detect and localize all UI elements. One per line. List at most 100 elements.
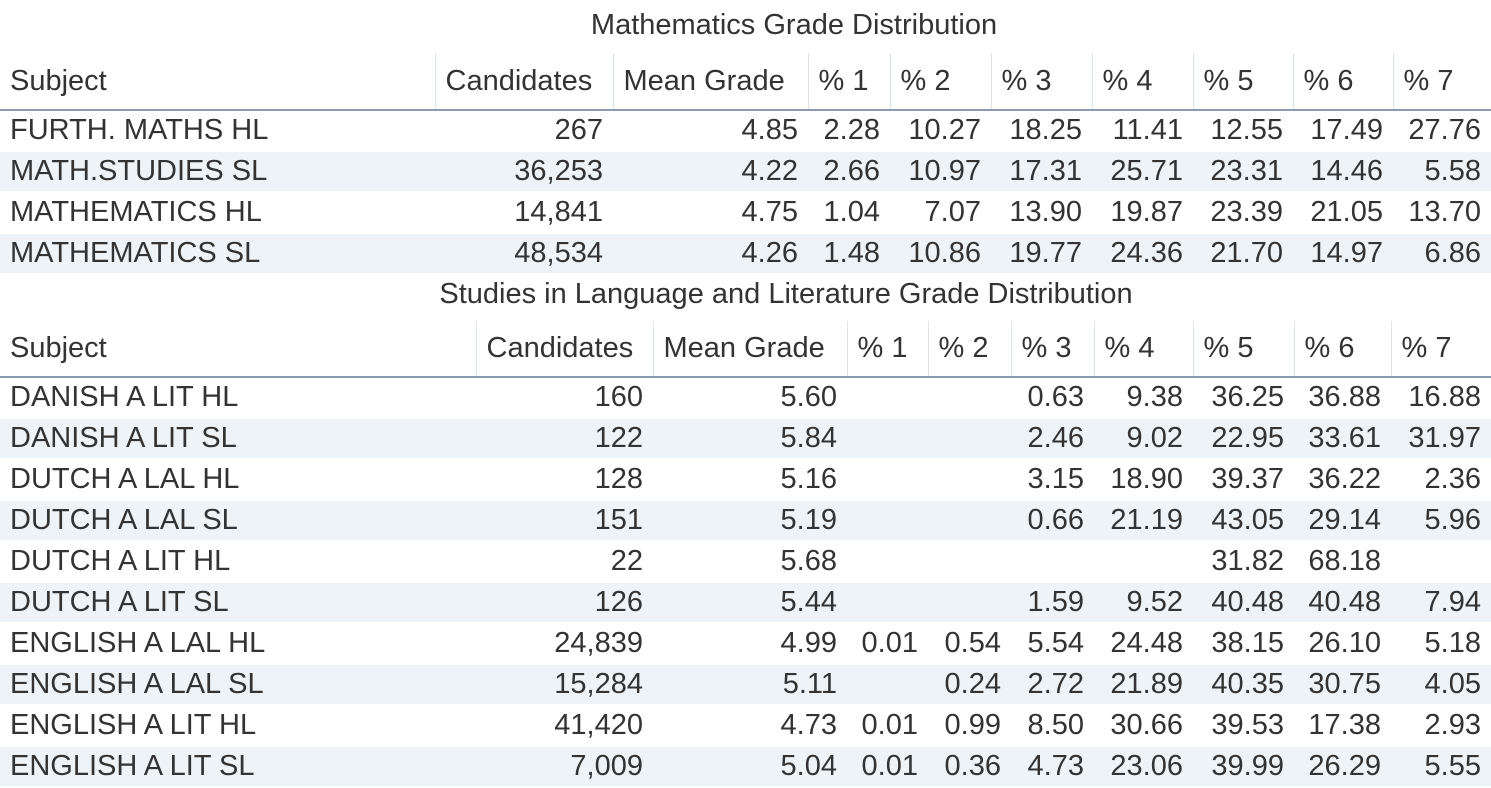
column-header: Subject [0,53,435,111]
subject-cell: MATHEMATICS SL [10,237,261,269]
value-cell [928,418,1011,459]
value-cell: 48,534 [514,237,603,269]
value-cell: 0.01 [861,750,918,782]
value-cell: 9.02 [1126,422,1183,454]
column-header: % 7 [1390,321,1491,378]
value-cell: 2.72 [1027,668,1084,700]
value-cell: 126 [594,586,643,618]
value-cell [847,500,928,541]
value-cell: 23.06 [1110,750,1183,782]
subject-cell: DANISH A LIT HL [10,381,239,413]
table-title: Studies in Language and Literature Grade… [439,278,1133,310]
value-cell: 36,253 [514,155,603,187]
value-cell: 21.89 [1110,668,1183,700]
value-cell: 7,009 [570,750,643,782]
value-cell: 7.94 [1424,586,1481,618]
value-cell: 24.48 [1110,627,1183,659]
value-cell: 2.66 [823,155,880,187]
value-cell: 22.95 [1211,422,1284,454]
value-cell: 14.46 [1310,155,1383,187]
value-cell: 21.05 [1310,196,1383,228]
value-cell: 25.71 [1110,155,1183,187]
value-cell: 17.38 [1308,709,1381,741]
table-row: ENGLISH A LAL SL 15,284 5.11 0.24 2.72 21.89 4… [0,664,1491,705]
value-cell: 5.60 [780,381,837,413]
value-cell: 30.66 [1110,709,1183,741]
value-cell: 29.14 [1308,504,1381,536]
subject-cell: DUTCH A LAL HL [10,463,240,495]
subject-cell: DUTCH A LIT HL [10,545,231,577]
column-header: % 7 [1392,53,1491,111]
value-cell: 14,841 [514,196,603,228]
value-cell: 39.53 [1211,709,1284,741]
value-cell: 30.75 [1308,668,1381,700]
value-cell: 13.90 [1009,196,1082,228]
column-header: % 3 [990,53,1092,111]
value-cell: 23.31 [1210,155,1283,187]
column-header: % 6 [1292,53,1393,111]
value-cell: 15,284 [554,668,643,700]
value-cell: 4.73 [780,709,837,741]
value-cell: 24,839 [554,627,643,659]
value-cell: 128 [594,463,643,495]
value-cell: 16.88 [1408,381,1481,413]
value-cell: 9.38 [1126,381,1183,413]
column-header: Mean Grade [652,321,847,378]
value-cell: 19.87 [1110,196,1183,228]
value-cell [928,500,1011,541]
value-cell: 5.11 [782,668,837,700]
value-cell: 0.63 [1027,381,1084,413]
value-cell: 5.84 [780,422,837,454]
subject-cell: DUTCH A LAL SL [10,504,238,536]
value-cell: 5.54 [1027,627,1084,659]
value-cell: 26.10 [1308,627,1381,659]
value-cell: 5.18 [1424,627,1481,659]
value-cell: 2.46 [1027,422,1084,454]
value-cell: 21.70 [1210,237,1283,269]
value-cell: 4.05 [1424,668,1481,700]
value-cell: 40.48 [1211,586,1284,618]
column-header: % 4 [1093,321,1193,378]
value-cell [928,541,1011,582]
value-cell [928,377,1011,418]
value-cell: 26.29 [1308,750,1381,782]
value-cell: 36.22 [1308,463,1381,495]
grade-table: Subject Candidates Mean Grade% 1% 2% 3% 4%… [0,321,1491,788]
value-cell: 13.70 [1408,196,1481,228]
value-cell: 39.37 [1211,463,1284,495]
table-row: ENGLISH A LAL HL 24,839 4.99 0.01 0.54 5.54 24… [0,623,1491,664]
value-cell: 9.52 [1126,586,1183,618]
column-header: % 5 [1192,53,1293,111]
column-header: % 1 [846,321,928,378]
table-row: MATHEMATICS HL 14,841 4.75 1.04 7.07 13.90 19.… [0,192,1491,233]
value-cell [1094,541,1193,582]
value-cell: 27.76 [1408,114,1481,146]
value-cell: 122 [594,422,643,454]
value-cell: 12.55 [1210,114,1283,146]
table-row: DANISH A LIT SL 122 5.84 2.46 9.02 22.95 33.61… [0,418,1491,459]
value-cell [928,459,1011,500]
value-cell: 3.15 [1027,463,1084,495]
grade-table: Subject Candidates Mean Grade% 1% 2% 3% 4%… [0,53,1491,275]
value-cell [928,582,1011,623]
subject-cell: ENGLISH A LIT HL [10,709,257,741]
value-cell: 8.50 [1027,709,1084,741]
value-cell: 31.82 [1211,545,1284,577]
value-cell: 2.93 [1424,709,1481,741]
value-cell: 6.86 [1424,237,1481,269]
table-row: FURTH. MATHS HL 267 4.85 2.28 10.27 18.25 11.4… [0,110,1491,151]
value-cell: 0.01 [861,709,918,741]
value-cell [847,664,928,705]
value-cell [847,418,928,459]
value-cell: 4.26 [741,237,798,269]
column-header: % 2 [927,321,1011,378]
value-cell: 4.85 [741,114,798,146]
subject-cell: DUTCH A LIT SL [10,586,229,618]
value-cell: 0.01 [861,627,918,659]
subject-cell: ENGLISH A LIT SL [10,750,255,782]
value-cell: 10.27 [908,114,981,146]
table-row: DUTCH A LAL HL 128 5.16 3.15 18.90 39.37 36.22… [0,459,1491,500]
value-cell: 41,420 [554,709,643,741]
value-cell: 0.24 [944,668,1001,700]
value-cell: 0.66 [1027,504,1084,536]
